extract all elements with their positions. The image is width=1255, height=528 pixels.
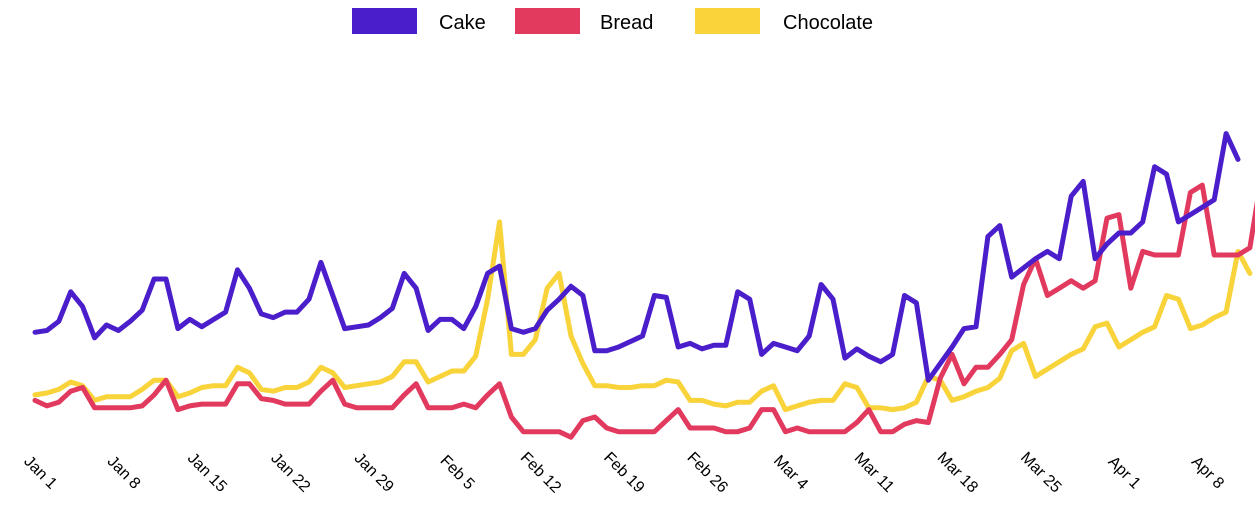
legend-label-bread: Bread [600, 12, 653, 34]
x-axis: Jan 1 Jan 8 Jan 15 Jan 22 Jan 29 Feb 5 Feb 12 F… [20, 449, 1227, 496]
series-line-cake [32, 131, 1241, 383]
x-tick-label: Mar 25 [1017, 449, 1064, 496]
legend-swatch-chocolate[interactable] [695, 8, 760, 34]
x-tick-label: Feb 5 [437, 452, 478, 493]
legend-label-chocolate: Chocolate [783, 12, 873, 34]
x-tick-label: Feb 12 [517, 449, 564, 496]
x-tick-label: Feb 26 [684, 449, 731, 496]
x-tick-label: Feb 19 [600, 449, 647, 496]
legend: Cake Bread Chocolate [352, 8, 873, 34]
series-lines [32, 131, 1255, 440]
x-tick-label: Mar 4 [770, 452, 811, 493]
x-tick-label: Apr 8 [1188, 453, 1227, 492]
x-tick-label: Mar 11 [851, 450, 897, 496]
legend-swatch-bread[interactable] [515, 8, 580, 34]
legend-label-cake: Cake [439, 12, 486, 34]
x-tick-label: Jan 8 [104, 453, 144, 493]
series-line-chocolate [32, 219, 1253, 413]
x-tick-label: Apr 1 [1105, 453, 1144, 492]
legend-swatch-cake[interactable] [352, 8, 417, 34]
x-tick-label: Jan 22 [267, 450, 313, 496]
series-line-bread [32, 182, 1255, 440]
x-tick-label: Mar 18 [934, 449, 981, 496]
x-tick-label: Jan 29 [351, 450, 397, 496]
x-tick-label: Jan 1 [20, 453, 60, 493]
x-tick-label: Jan 15 [184, 450, 230, 496]
